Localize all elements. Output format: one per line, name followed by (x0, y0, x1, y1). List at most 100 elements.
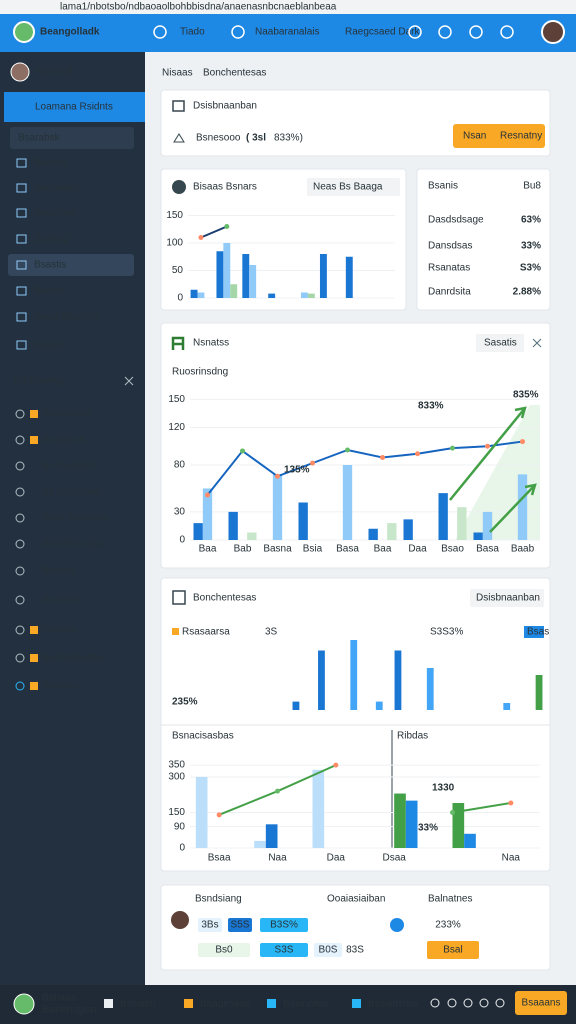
line-point (520, 439, 525, 445)
footer-item[interactable]: Bsnalsn (120, 999, 156, 1010)
sidebar-item[interactable]: Daenrdan (34, 183, 78, 194)
footer-button[interactable] (515, 991, 567, 1015)
sidebar-item[interactable]: Bs Bacsa (42, 435, 85, 446)
badge-icon (30, 682, 38, 690)
user-avatar (541, 20, 565, 44)
dropdown[interactable] (470, 589, 544, 607)
y-tick-label: 300 (168, 772, 185, 783)
breadcrumb: Nisaas (162, 68, 193, 79)
line (200, 225, 228, 239)
sidebar-item[interactable]: Basitaghadas (42, 653, 103, 664)
sidebar-item[interactable]: Daoatnan (34, 208, 77, 219)
y-tick-label: 50 (172, 265, 184, 276)
stats-label: Danrdsita (428, 287, 471, 298)
footer-item[interactable]: Bssiadsnos (368, 999, 419, 1010)
bar (193, 523, 203, 540)
summary-delta: ( 3sl (246, 133, 266, 144)
sidebar-item[interactable]: Basbiae (42, 681, 79, 692)
active-item[interactable] (4, 92, 145, 122)
search-box[interactable] (10, 127, 134, 149)
card-title: Ooaiasiaiban (327, 894, 385, 905)
bar (387, 523, 397, 540)
nav-icon (438, 25, 452, 39)
bar (195, 776, 208, 848)
sidebar-item[interactable]: Seavng (34, 234, 68, 245)
summary-button[interactable] (453, 124, 545, 148)
section-icon (15, 653, 25, 663)
sidebar-item[interactable]: Bacsas (34, 158, 67, 169)
stats-label: Dansdsas (428, 241, 472, 252)
line-point (240, 448, 245, 454)
sidebar-item[interactable]: Bsradsians (42, 409, 91, 420)
footer-icon (447, 998, 457, 1008)
nav-link[interactable]: Tiado (180, 27, 205, 38)
sidebar-item[interactable]: Basit Sdsiadas (42, 513, 108, 524)
footer-item[interactable]: Basinalsts (283, 999, 329, 1010)
bar (300, 292, 308, 298)
card-avatar (172, 180, 186, 194)
sidebar-item[interactable]: Darests (42, 625, 76, 636)
x-tick-label: Bab (234, 544, 252, 555)
y-tick-label: 30 (174, 507, 186, 518)
sidebar-item[interactable]: Basinis (42, 566, 74, 577)
bar (254, 840, 266, 848)
x-tick-label: Bsao (441, 544, 464, 555)
item-icon (16, 312, 27, 322)
search-placeholder: Bsarabsk (18, 133, 61, 144)
stats-label: Rsanatas (428, 263, 470, 274)
metrics-button[interactable] (427, 941, 479, 959)
bar (319, 254, 327, 298)
card (160, 322, 551, 569)
legend-label: Bsas (527, 627, 549, 638)
chip-label: B3S% (270, 920, 298, 931)
sidebar-item[interactable]: Daan Bagdalia (34, 312, 100, 323)
bar (368, 528, 378, 540)
sidebar-item[interactable]: Baadis (34, 286, 65, 297)
breadcrumb[interactable]: Bonchentesas (203, 68, 266, 79)
section-icon (15, 487, 25, 497)
x-tick-label: Daa (408, 544, 427, 555)
badge-icon (30, 626, 38, 634)
footer-icon (463, 998, 473, 1008)
summary-text: Bsnesooo (196, 133, 241, 144)
sidebar-item[interactable]: Bslisdsmanas (42, 539, 104, 550)
bar (350, 640, 358, 710)
legend-swatch (172, 628, 179, 635)
sidebar-item[interactable]: Nagats (34, 340, 66, 351)
up-icon (173, 133, 185, 143)
footer-item[interactable]: Baagesaas (200, 999, 250, 1010)
nav-link[interactable]: Naabaranalais (255, 27, 320, 38)
section-icon (15, 566, 25, 576)
dropdown[interactable] (307, 178, 400, 196)
footer-icon (479, 998, 489, 1008)
footer-icon (430, 998, 440, 1008)
x-tick-label: Basna (263, 544, 292, 555)
bar (438, 493, 448, 540)
y-tick-label: 90 (174, 821, 186, 832)
sidebar-item[interactable]: Bsaneds (42, 595, 81, 606)
footer-user: Bsinensgtsn (42, 1005, 96, 1016)
button-label[interactable]: Bsaaans (522, 998, 561, 1009)
chip-label: S5S (231, 920, 250, 931)
action-button[interactable] (476, 334, 524, 352)
close-icon (532, 338, 542, 348)
dropdown-label: Neas Bs Baaga (313, 182, 383, 193)
app-header (0, 14, 576, 52)
bar (342, 465, 353, 540)
footer-avatar (13, 993, 35, 1015)
sidebar-item[interactable]: Bs Dstdsgars (42, 487, 101, 498)
sidebar-item[interactable]: Bs Gsoplam (42, 461, 96, 472)
chip (260, 943, 308, 957)
card-title: Bonchentesas (193, 593, 256, 604)
button-label[interactable]: Bsal (443, 945, 462, 956)
bar (426, 668, 434, 710)
card-title: Nsnatss (193, 338, 229, 349)
sidebar-item[interactable]: Bsastis (34, 260, 66, 271)
bar (457, 507, 467, 540)
y-tick-label: 0 (179, 843, 185, 854)
browser-bar (0, 0, 576, 14)
nav-link[interactable]: Raegcsaed Dark (345, 27, 420, 38)
button-label[interactable]: Sasatis (484, 338, 517, 349)
nav-icon (500, 25, 514, 39)
